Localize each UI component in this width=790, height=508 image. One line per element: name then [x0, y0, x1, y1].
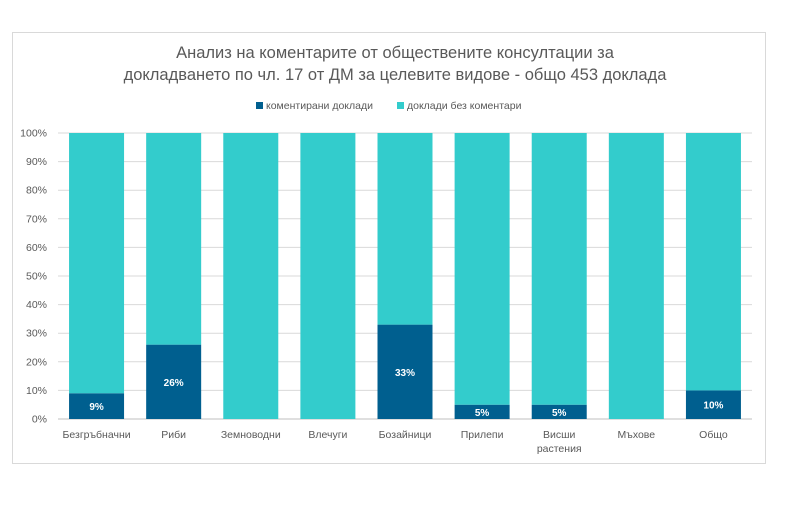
- x-category-label: Бозайници: [379, 429, 432, 441]
- x-category-label: Риби: [161, 429, 186, 441]
- y-tick-label: 20%: [26, 356, 47, 368]
- bar-uncommented: [69, 133, 125, 394]
- legend-swatch-commented: [256, 102, 263, 109]
- bar-commented: [685, 390, 741, 419]
- data-label: 5%: [475, 408, 490, 419]
- bar-commented: [377, 324, 433, 419]
- chart-title-line-2: докладването по чл. 17 от ДМ за целевите…: [124, 66, 668, 84]
- y-tick-label: 100%: [20, 128, 47, 140]
- legend-swatch-uncommented: [397, 102, 404, 109]
- y-axis-ticks: 0% 10% 20% 30% 40% 50% 60% 70% 80% 90% 100%: [20, 128, 47, 426]
- y-tick-label: 60%: [26, 242, 47, 254]
- bar-uncommented: [685, 133, 741, 391]
- x-category-label: Земноводни: [221, 429, 281, 441]
- x-category-label: Влечуги: [308, 429, 347, 441]
- x-category-label: Висши: [543, 429, 576, 441]
- legend: коментирани доклади доклади без коментар…: [256, 100, 522, 112]
- x-category-label: Мъхове: [618, 429, 656, 441]
- bar-uncommented: [608, 133, 664, 419]
- y-tick-label: 10%: [26, 385, 47, 397]
- bar-uncommented: [300, 133, 356, 419]
- y-tick-label: 70%: [26, 213, 47, 225]
- data-label: 26%: [164, 378, 184, 389]
- bar-uncommented: [377, 133, 433, 325]
- bar-uncommented: [146, 133, 202, 345]
- x-category-label: растения: [537, 443, 582, 455]
- data-label: 33%: [395, 368, 415, 379]
- chart-title-line-1: Анализ на коментарите от обществените ко…: [176, 44, 615, 62]
- y-tick-label: 50%: [26, 271, 47, 283]
- bars: 9% 26% 33% 5% 5% 10%: [69, 133, 741, 419]
- x-category-label: Общо: [699, 429, 728, 441]
- bar-commented: [531, 404, 587, 419]
- bar-uncommented: [531, 133, 587, 405]
- y-tick-label: 0%: [32, 414, 47, 426]
- y-tick-label: 30%: [26, 328, 47, 340]
- data-label: 5%: [552, 408, 567, 419]
- data-label: 10%: [703, 401, 723, 412]
- x-category-label: Прилепи: [461, 429, 504, 441]
- legend-label-uncommented: доклади без коментари: [407, 100, 522, 112]
- data-label: 9%: [89, 402, 104, 413]
- bar-commented: [146, 344, 202, 419]
- bar-commented: [454, 404, 510, 419]
- x-axis-categories: Безгръбначни Риби Земноводни Влечуги Бозайни…: [63, 429, 728, 455]
- bar-commented: [69, 393, 125, 419]
- y-tick-label: 40%: [26, 299, 47, 311]
- y-tick-label: 90%: [26, 156, 47, 168]
- legend-label-commented: коментирани доклади: [266, 100, 373, 112]
- x-category-label: Безгръбначни: [63, 429, 131, 441]
- y-tick-label: 80%: [26, 185, 47, 197]
- bar-uncommented: [223, 133, 279, 419]
- bar-uncommented: [454, 133, 510, 405]
